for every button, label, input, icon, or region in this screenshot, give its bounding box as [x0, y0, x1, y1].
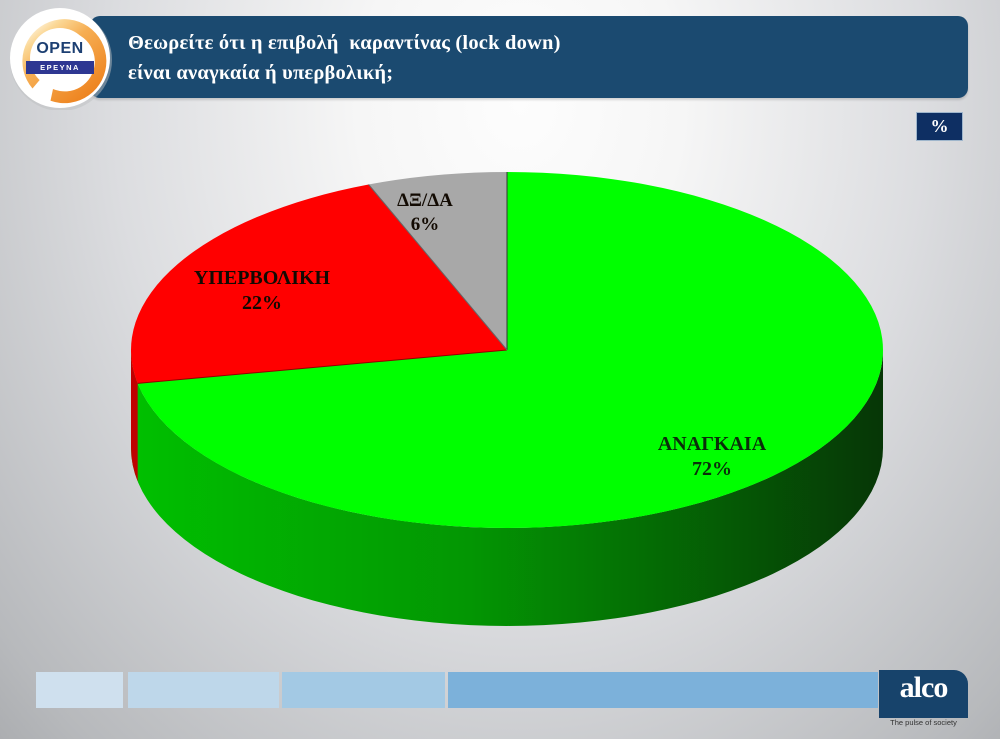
svg-text:22%: 22% [242, 292, 282, 314]
svg-text:72%: 72% [692, 458, 732, 480]
svg-text:ΥΠΕΡΒΟΛΙΚΗ: ΥΠΕΡΒΟΛΙΚΗ [194, 267, 331, 289]
svg-text:ΔΞ/ΔΑ: ΔΞ/ΔΑ [397, 190, 453, 211]
svg-text:6%: 6% [411, 214, 440, 235]
svg-text:ΑΝΑΓΚΑΙΑ: ΑΝΑΓΚΑΙΑ [658, 433, 767, 455]
